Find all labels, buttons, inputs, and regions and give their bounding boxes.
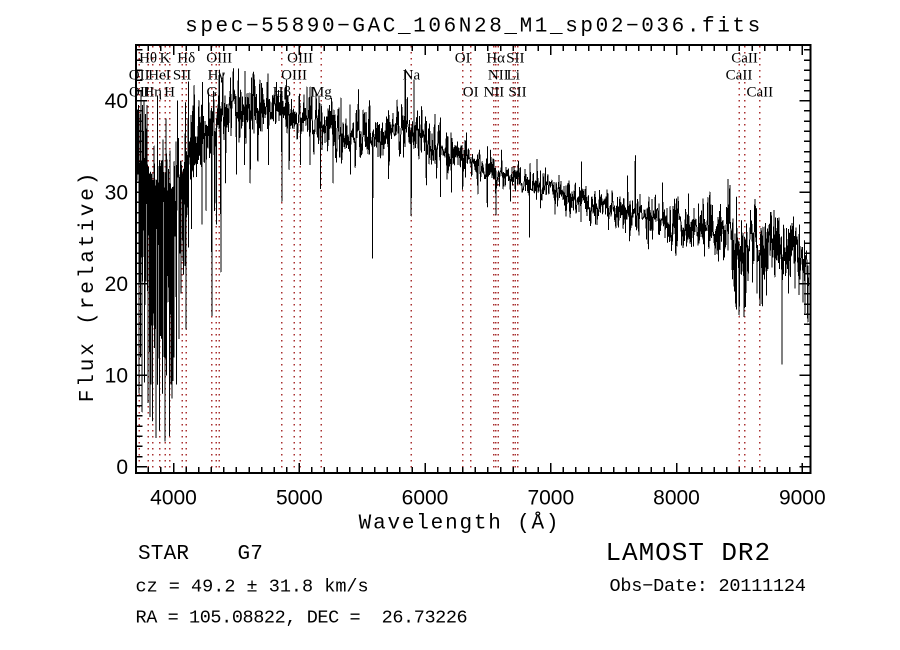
- svg-text:OIII: OIII: [206, 50, 232, 66]
- svg-text:7000: 7000: [527, 487, 574, 510]
- svg-text:6000: 6000: [402, 487, 449, 510]
- svg-text:10: 10: [105, 364, 128, 387]
- svg-text:OI: OI: [455, 50, 471, 66]
- svg-text:Hδ: Hδ: [177, 50, 195, 66]
- svg-text:30: 30: [105, 181, 128, 204]
- svg-text:HeI: HeI: [148, 67, 171, 83]
- svg-text:STAR: STAR: [138, 543, 189, 566]
- svg-text:NII: NII: [488, 67, 509, 83]
- svg-text:OII: OII: [129, 85, 150, 101]
- svg-text:OIII: OIII: [287, 50, 313, 66]
- svg-text:OI: OI: [463, 85, 479, 101]
- svg-text:cz = 49.2 ± 31.8 km/s: cz = 49.2 ± 31.8 km/s: [136, 577, 369, 598]
- svg-text:Hη: Hη: [143, 85, 162, 101]
- svg-text:Hθ: Hθ: [139, 50, 157, 66]
- svg-text:Wavelength (Å): Wavelength (Å): [359, 513, 561, 536]
- svg-text:CaII: CaII: [731, 50, 758, 66]
- svg-text:Hβ: Hβ: [273, 85, 291, 101]
- svg-text:9000: 9000: [779, 487, 826, 510]
- svg-text:Li: Li: [507, 67, 520, 83]
- svg-text:20: 20: [105, 273, 128, 296]
- svg-text:OIII: OIII: [281, 67, 307, 83]
- svg-text:Obs−Date: 20111124: Obs−Date: 20111124: [610, 576, 806, 597]
- svg-text:Flux (relative): Flux (relative): [77, 170, 100, 403]
- svg-text:Na: Na: [403, 67, 421, 83]
- svg-text:5000: 5000: [276, 487, 323, 510]
- svg-text:G: G: [206, 85, 217, 101]
- svg-text:8000: 8000: [653, 487, 700, 510]
- svg-text:4000: 4000: [150, 487, 197, 510]
- svg-text:Hα: Hα: [486, 50, 505, 66]
- svg-text:CaII: CaII: [746, 85, 773, 101]
- svg-text:SII: SII: [508, 85, 526, 101]
- svg-text:40: 40: [105, 90, 128, 113]
- svg-text:G7: G7: [238, 543, 264, 566]
- svg-text:LAMOST DR2: LAMOST DR2: [606, 538, 772, 568]
- svg-text:H: H: [164, 85, 175, 101]
- svg-text:NII: NII: [483, 85, 504, 101]
- svg-text:RA = 105.08822, DEC = 26.7322: RA = 105.08822, DEC = 26.73226: [136, 608, 468, 629]
- svg-text:0: 0: [116, 456, 128, 479]
- svg-text:OII: OII: [129, 67, 150, 83]
- svg-text:Hγ: Hγ: [208, 67, 226, 83]
- svg-text:Mg: Mg: [311, 85, 332, 101]
- svg-text:CaII: CaII: [726, 67, 753, 83]
- svg-text:SII: SII: [506, 50, 524, 66]
- svg-text:spec−55890−GAC_106N28_M1_sp02−: spec−55890−GAC_106N28_M1_sp02−036.fits: [185, 16, 763, 39]
- svg-text:K: K: [160, 50, 171, 66]
- svg-text:SII: SII: [173, 67, 191, 83]
